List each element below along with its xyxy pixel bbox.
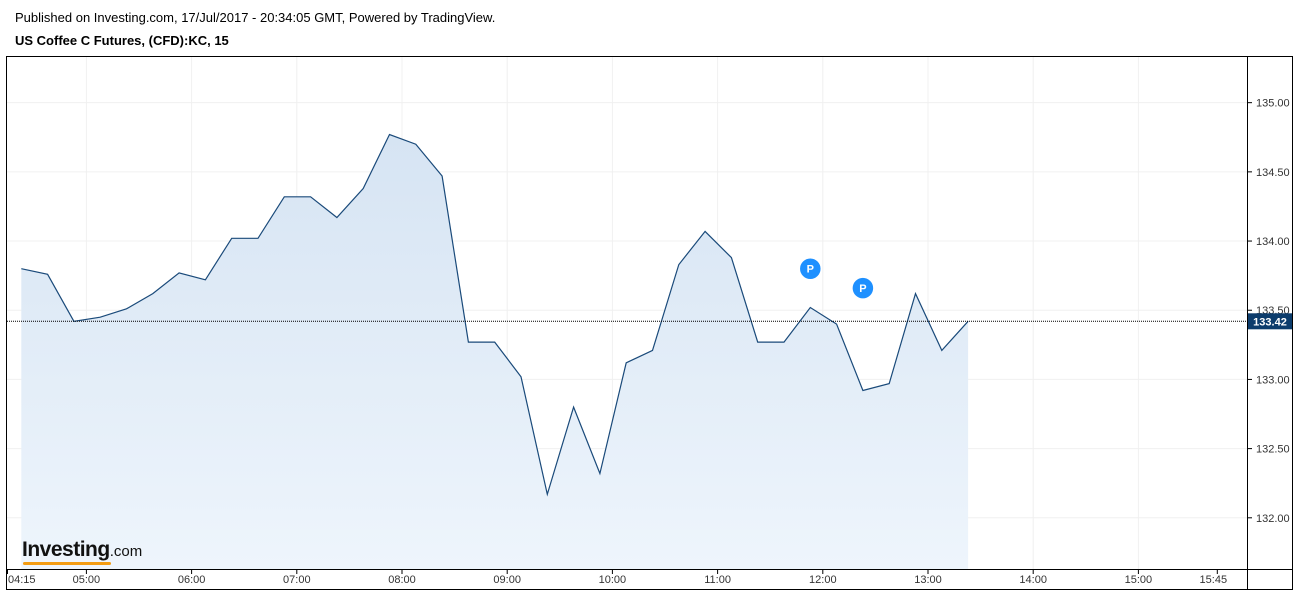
time-tick-label: 10:00 (599, 574, 627, 586)
event-marker-icon (798, 256, 823, 281)
time-tick-label: 05:00 (73, 574, 101, 586)
time-tick-label: 15:45 (1200, 574, 1228, 586)
price-tick-label: 133.00 (1256, 374, 1290, 386)
last-price-tag (1248, 313, 1292, 330)
event-marker-icon (851, 276, 875, 300)
last-price-label: 133.42 (1253, 316, 1287, 328)
time-tick-label: 07:00 (283, 574, 311, 586)
time-axis: 04:15 05:00 06:00 07:00 08:00 09:00 10:00 11:00… (7, 569, 1228, 586)
event-marker-label: P (859, 283, 866, 295)
time-tick-label: 04:15 (8, 574, 36, 586)
investing-logo: Investing.com (22, 538, 143, 565)
event-marker-label: P (807, 264, 814, 276)
event-markers: PP (798, 256, 875, 300)
price-tick-label: 135.00 (1256, 98, 1290, 110)
symbol-title: US Coffee C Futures, (CFD):KC, 15 (15, 33, 229, 48)
price-tick-label: 134.00 (1256, 236, 1290, 248)
price-tick-label: 132.50 (1256, 444, 1290, 456)
time-tick-label: 09:00 (493, 574, 521, 586)
price-tick-label: 132.00 (1256, 513, 1290, 525)
logo-swoosh (23, 562, 111, 565)
logo-brand: Investing (22, 538, 110, 561)
time-tick-label: 08:00 (388, 574, 416, 586)
time-tick-label: 12:00 (809, 574, 837, 586)
time-tick-label: 11:00 (704, 574, 731, 586)
price-series (7, 133, 1247, 569)
time-tick-label: 15:00 (1125, 574, 1153, 586)
price-area (21, 134, 969, 569)
time-tick-label: 13:00 (914, 574, 942, 586)
time-tick-label: 06:00 (178, 574, 206, 586)
price-tick-label: 134.50 (1256, 167, 1290, 179)
published-info: Published on Investing.com, 17/Jul/2017 … (15, 10, 496, 25)
time-tick-label: 14:00 (1019, 574, 1047, 586)
price-axis: 132.00132.50133.00133.50134.00134.50135.… (1247, 98, 1292, 525)
plot-frame (6, 56, 1293, 590)
logo-suffix: .com (109, 543, 143, 560)
price-line (21, 133, 969, 497)
